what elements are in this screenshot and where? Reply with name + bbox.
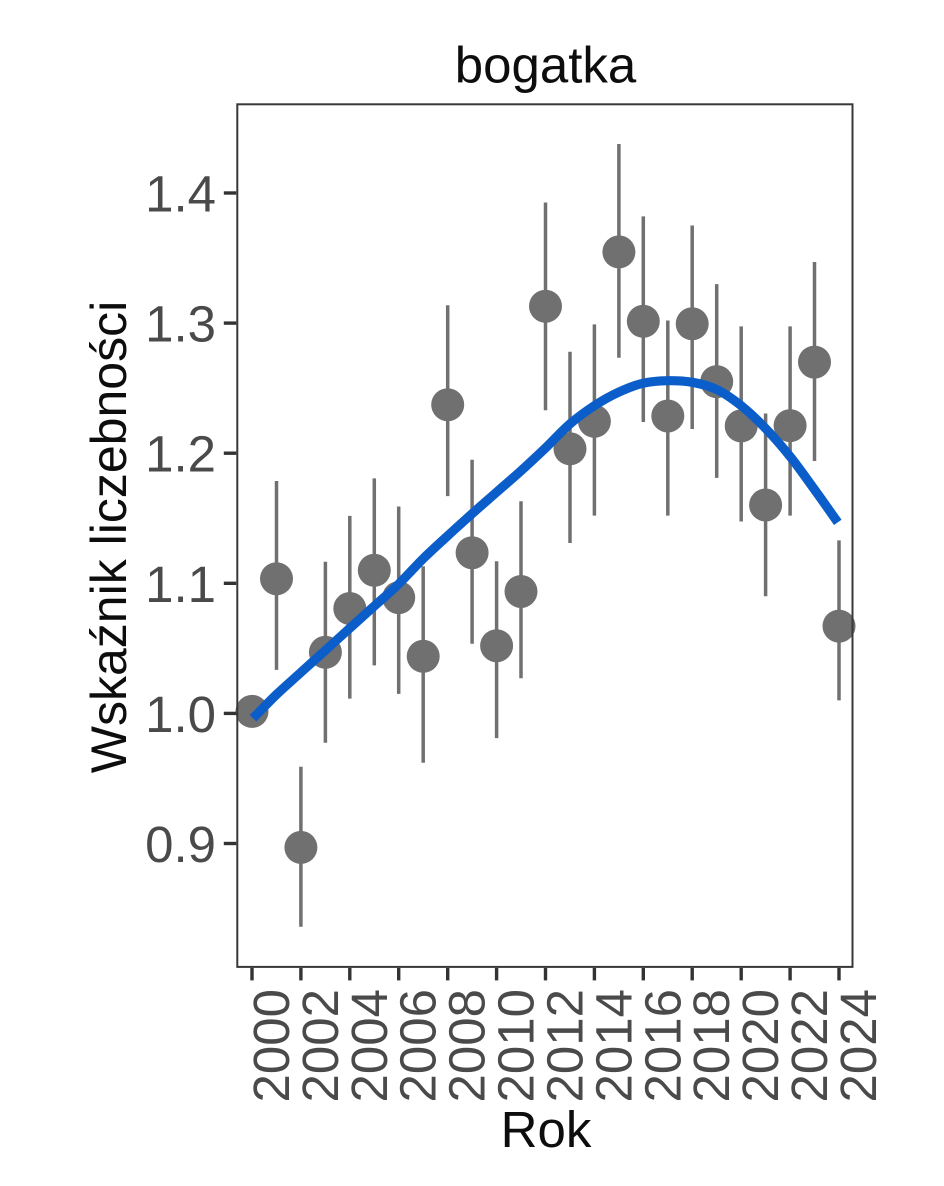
svg-text:2010: 2010: [488, 989, 545, 1102]
svg-text:2014: 2014: [585, 989, 642, 1102]
svg-text:2000: 2000: [243, 989, 300, 1102]
svg-text:1.1: 1.1: [145, 556, 216, 613]
svg-text:2002: 2002: [292, 989, 349, 1102]
svg-text:bogatka: bogatka: [455, 36, 637, 93]
svg-text:2006: 2006: [390, 989, 447, 1102]
svg-text:Wskaźnik liczebności: Wskaźnik liczebności: [81, 301, 137, 773]
svg-text:2012: 2012: [537, 989, 594, 1102]
svg-text:2008: 2008: [439, 989, 496, 1102]
svg-text:Rok: Rok: [501, 1101, 592, 1158]
svg-text:2020: 2020: [732, 989, 789, 1102]
svg-text:2016: 2016: [634, 989, 691, 1102]
svg-text:2004: 2004: [341, 989, 398, 1102]
svg-text:1.3: 1.3: [145, 296, 216, 353]
svg-text:1.4: 1.4: [145, 166, 216, 223]
svg-text:1.0: 1.0: [145, 686, 216, 743]
svg-text:0.9: 0.9: [145, 816, 216, 873]
svg-text:2018: 2018: [683, 989, 740, 1102]
svg-text:2024: 2024: [830, 989, 887, 1102]
svg-text:2022: 2022: [781, 989, 838, 1102]
svg-text:1.2: 1.2: [145, 426, 216, 483]
